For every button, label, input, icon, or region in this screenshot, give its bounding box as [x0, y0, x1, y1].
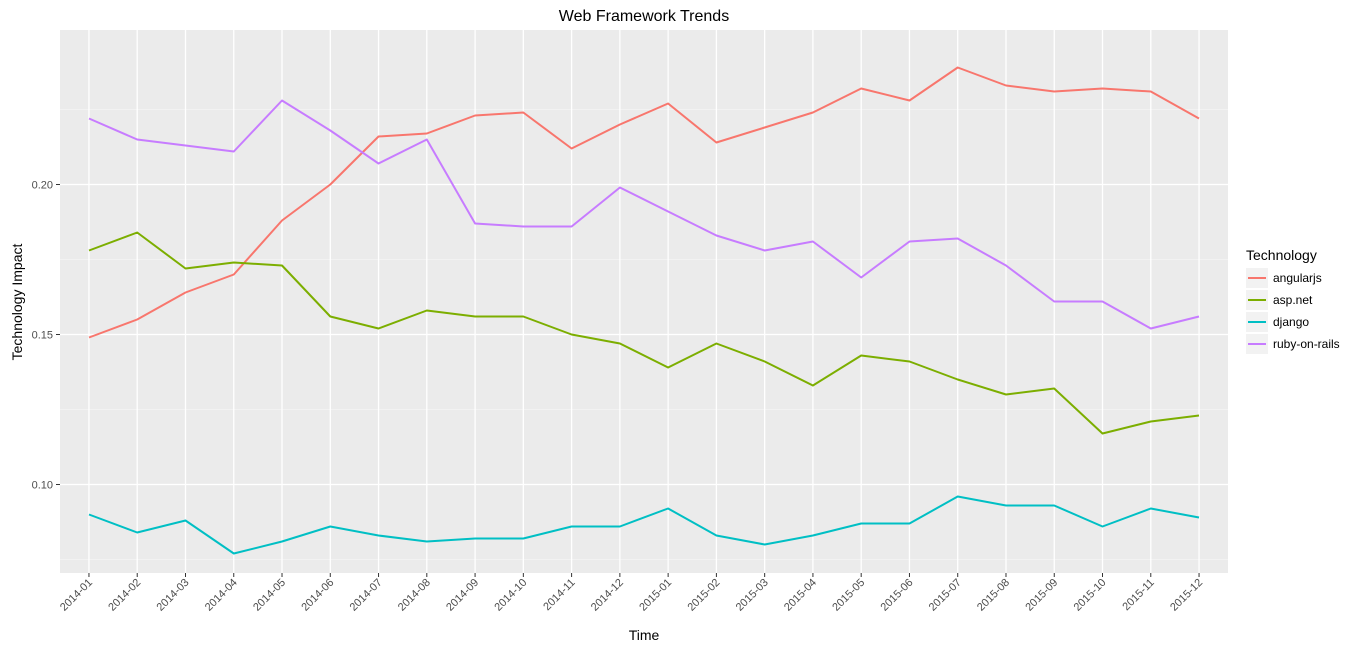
x-axis: 2014-01 2014-02 2014-03 2014-04 2014-05 2014-… [58, 573, 1205, 614]
x-tick-label: 2015-05 [830, 577, 867, 614]
legend-label: django [1273, 315, 1309, 329]
series-line-angularjs [88, 66, 1200, 339]
x-tick-label: 2014-12 [589, 577, 626, 614]
series-line-asp.net [88, 231, 1200, 435]
x-tick-label: 2015-08 [975, 577, 1012, 614]
y-tick-label: 0.20 [32, 180, 53, 192]
series-lines [88, 66, 1200, 555]
x-tick-label: 2015-03 [734, 577, 771, 614]
x-tick-label: 2014-09 [444, 577, 481, 614]
legend-label: angularjs [1273, 271, 1322, 285]
x-tick-label: 2014-06 [299, 577, 336, 614]
y-axis: 0.10 0.15 0.20 [32, 180, 60, 492]
x-tick-label: 2015-11 [1120, 577, 1156, 613]
x-tick-label: 2014-02 [106, 577, 143, 614]
x-tick-label: 2015-01 [637, 577, 674, 614]
x-tick-label: 2015-04 [782, 577, 819, 614]
x-tick-label: 2015-06 [879, 577, 916, 614]
legend-label: asp.net [1273, 293, 1313, 307]
x-tick-label: 2015-09 [1023, 577, 1060, 614]
x-tick-label: 2014-08 [396, 577, 433, 614]
series-line-ruby-on-rails [88, 99, 1200, 330]
legend-label: ruby-on-rails [1273, 337, 1340, 351]
x-tick-label: 2015-02 [685, 577, 722, 614]
x-tick-label: 2014-04 [203, 577, 240, 614]
x-tick-label: 2014-11 [541, 577, 577, 613]
y-tick-label: 0.15 [32, 330, 53, 342]
x-tick-label: 2014-01 [58, 577, 95, 614]
x-tick-label: 2015-10 [1072, 577, 1109, 614]
plot-panel [60, 30, 1228, 573]
x-tick-label: 2014-07 [348, 577, 385, 614]
x-tick-label: 2015-07 [927, 577, 964, 614]
legend-title: Technology [1246, 247, 1317, 263]
grid-lines [60, 30, 1228, 573]
x-tick-label: 2014-03 [155, 577, 192, 614]
y-tick-label: 0.10 [32, 480, 53, 492]
legend: Technology angularjs asp.net django ruby-on… [1246, 247, 1340, 354]
x-axis-title: Time [629, 627, 660, 643]
series-line-django [88, 495, 1200, 555]
y-axis-title: Technology Impact [9, 244, 25, 361]
x-tick-label: 2014-05 [251, 577, 288, 614]
chart-title: Web Framework Trends [559, 8, 729, 25]
x-tick-label: 2015-12 [1168, 577, 1205, 614]
x-tick-label: 2014-10 [492, 577, 529, 614]
